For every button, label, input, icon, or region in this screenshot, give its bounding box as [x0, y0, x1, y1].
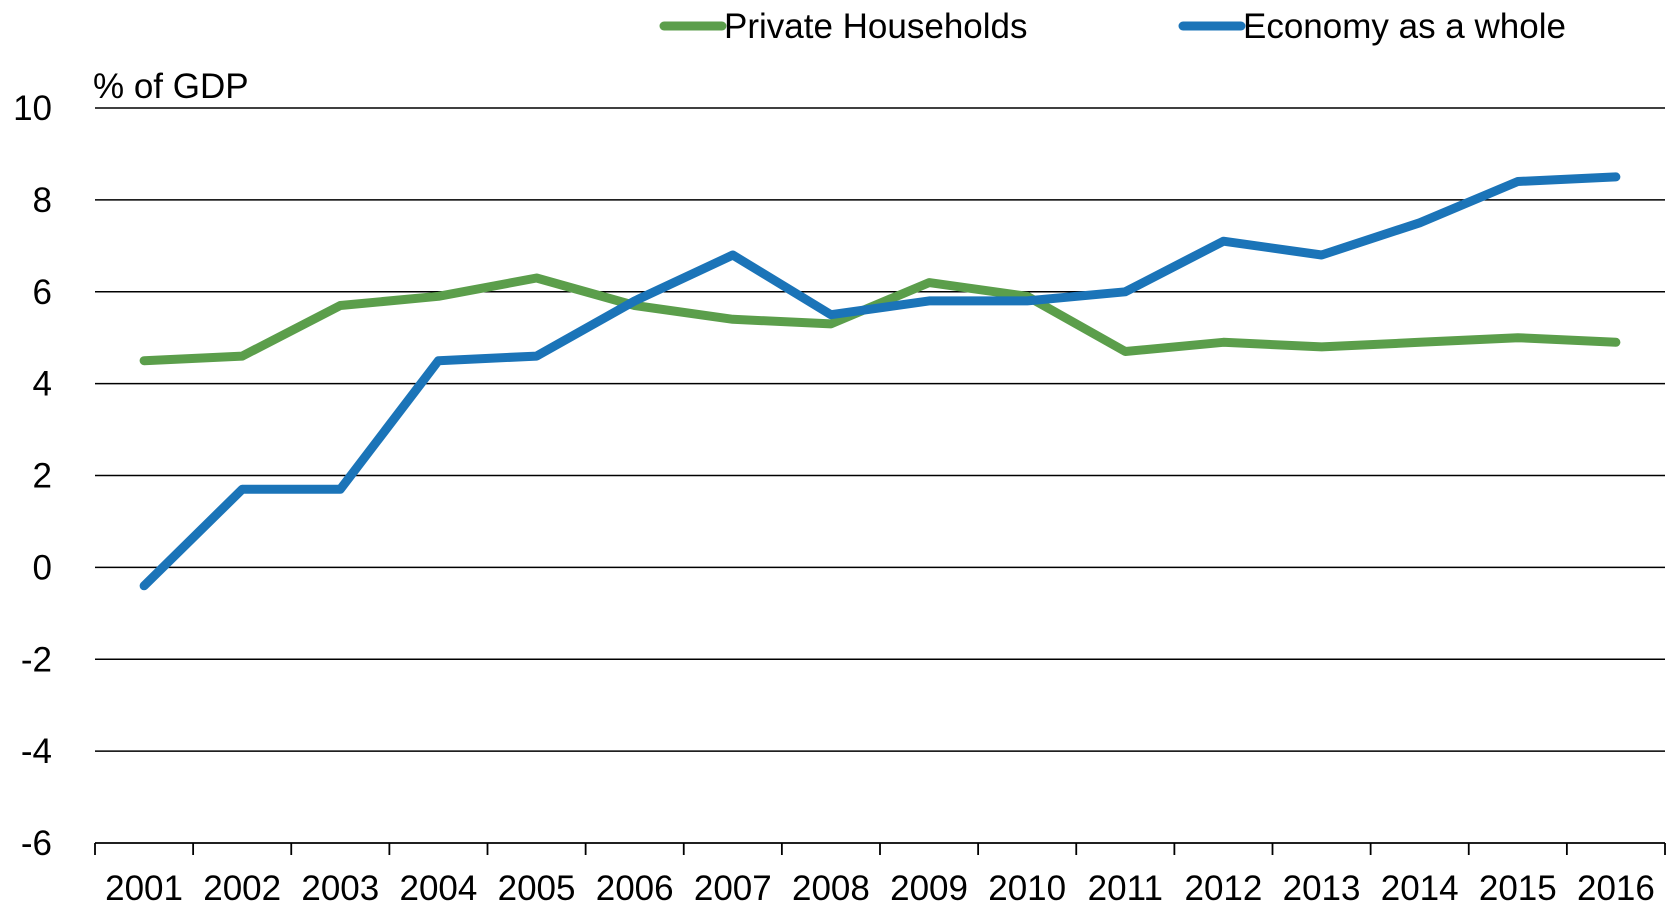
x-tick-label: 2003: [301, 869, 379, 908]
x-tick-label: 2013: [1283, 869, 1361, 908]
x-tick-label: 2016: [1577, 869, 1655, 908]
gridlines: [95, 107, 1665, 752]
x-tick-label: 2012: [1185, 869, 1263, 908]
y-tick-label: 0: [33, 548, 52, 587]
y-tick-label: 8: [33, 181, 52, 220]
x-tick-label: 2002: [203, 869, 281, 908]
x-tick-label: 2005: [498, 869, 576, 908]
legend-label: Private Households: [724, 7, 1028, 46]
series-lines: [139, 172, 1621, 591]
x-tick-label: 2001: [105, 869, 183, 908]
x-tick-label: 2010: [988, 869, 1066, 908]
series-line-private-households: [139, 273, 1621, 366]
x-tick-label: 2014: [1381, 869, 1459, 908]
tick-labels: -6 -4 -2 0 2 4 6 8 10 2001 2002 2003 2004 2005 2006 200…: [13, 89, 1655, 908]
y-axis-label: % of GDP: [93, 67, 249, 106]
series-line-economy-as-a-whole: [139, 172, 1621, 591]
y-tick-label: 2: [33, 457, 52, 496]
y-tick-label: 10: [13, 89, 52, 128]
x-tick-label: 2015: [1479, 869, 1557, 908]
y-tick-label: -4: [21, 732, 52, 771]
legend: Private Households Economy as a whole: [659, 7, 1566, 46]
x-tick-label: 2011: [1088, 869, 1163, 908]
y-tick-label: -2: [21, 640, 52, 679]
legend-label: Economy as a whole: [1243, 7, 1566, 46]
x-axis: [94, 842, 1666, 855]
y-tick-label: -6: [21, 824, 52, 863]
x-tick-label: 2006: [596, 869, 674, 908]
y-tick-label: 4: [33, 365, 52, 404]
x-tick-label: 2009: [890, 869, 968, 908]
x-tick-label: 2007: [694, 869, 772, 908]
y-tick-label: 6: [33, 273, 52, 312]
x-tick-label: 2004: [400, 869, 478, 908]
x-tick-label: 2008: [792, 869, 870, 908]
